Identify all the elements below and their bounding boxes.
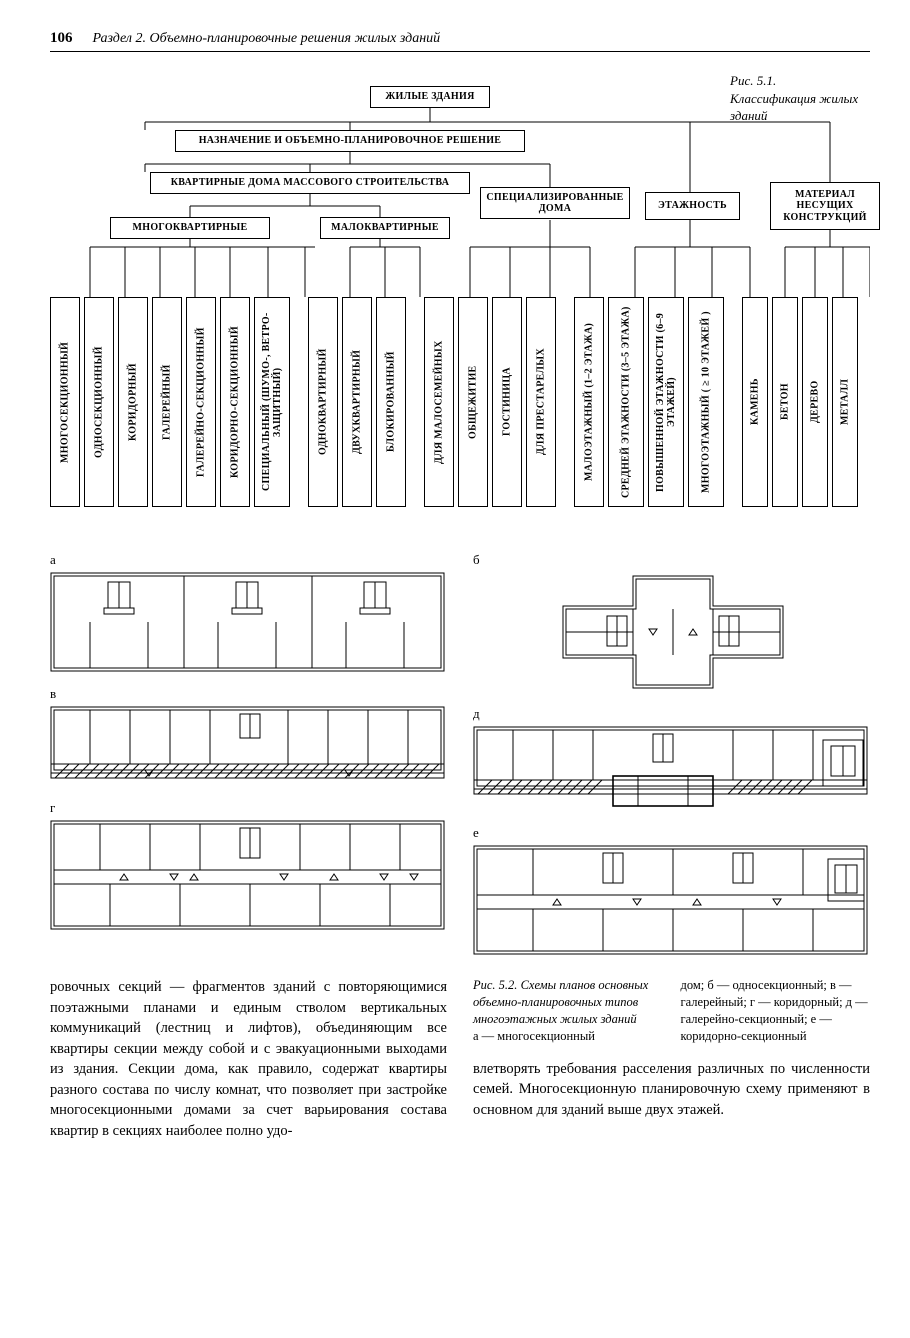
- body-p2: влетворять требования расселения различн…: [473, 1059, 870, 1121]
- tree-box-b2: КВАРТИРНЫЕ ДОМА МАССОВОГО СТРОИТЕЛЬСТВА: [150, 172, 470, 194]
- plan-d-label: д: [473, 706, 870, 722]
- tree-box-b5: СПЕЦИАЛИЗИРОВАННЫЕ ДОМА: [480, 187, 630, 219]
- body-p1: ровочных секций — фрагментов зданий с по…: [50, 977, 447, 1142]
- plan-g: г: [50, 800, 447, 930]
- tree-box-b7: МАТЕРИАЛ НЕСУЩИХ КОНСТРУКЦИЙ: [770, 182, 880, 230]
- leaf: МЕТАЛЛ: [832, 297, 858, 507]
- leaf: ДЕРЕВО: [802, 297, 828, 507]
- body-text: ровочных секций — фрагментов зданий с по…: [50, 977, 870, 1142]
- plans-right-col: б: [473, 552, 870, 955]
- fig-5-2-number: Рис. 5.2.: [473, 978, 517, 992]
- page-number: 106: [50, 30, 73, 47]
- fig-5-2-caption: Рис. 5.2. Схемы планов основных объемно-…: [473, 977, 870, 1045]
- plans-left-col: а: [50, 552, 447, 955]
- leaf: ПОВЫШЕННОЙ ЭТАЖНОСТИ (6–9 ЭТАЖЕЙ): [648, 297, 684, 507]
- leaf: ДЛЯ ПРЕСТАРЕЛЫХ: [526, 297, 556, 507]
- leaf: КОРИДОРНЫЙ: [118, 297, 148, 507]
- leaf: ГАЛЕРЕЙНО-СЕКЦИОННЫЙ: [186, 297, 216, 507]
- plan-g-svg: [50, 820, 445, 930]
- leaf: ГАЛЕРЕЙНЫЙ: [152, 297, 182, 507]
- plan-e-label: е: [473, 825, 870, 841]
- plan-e-svg: [473, 845, 868, 955]
- plan-b-svg: [473, 572, 868, 692]
- plan-b: б: [473, 552, 870, 692]
- plan-d: д: [473, 706, 870, 811]
- plan-g-label: г: [50, 800, 447, 816]
- fig-5-1-tree: Рис. 5.1. Классификация жилых зданий: [50, 72, 870, 542]
- page-header: 106 Раздел 2. Объемно-планировочные реше…: [50, 30, 870, 52]
- plan-e: е: [473, 825, 870, 955]
- leaf: МАЛОЭТАЖНЫЙ (1–2 ЭТАЖА): [574, 297, 604, 507]
- leaf: КОРИДОРНО-СЕКЦИОННЫЙ: [220, 297, 250, 507]
- leaf: ОДНОКВАРТИРНЫЙ: [308, 297, 338, 507]
- plan-b-label: б: [473, 552, 870, 568]
- plan-a: а: [50, 552, 447, 672]
- leaf: ОДНОСЕКЦИОННЫЙ: [84, 297, 114, 507]
- leaf: ДЛЯ МАЛОСЕМЕЙНЫХ: [424, 297, 454, 507]
- leaf: КАМЕНЬ: [742, 297, 768, 507]
- leaf: СПЕЦИАЛЬНЫЙ (ШУМО-, ВЕТРО-ЗАЩИТНЫЙ): [254, 297, 290, 507]
- leaf: СРЕДНЕЙ ЭТАЖНОСТИ (3–5 ЭТАЖА): [608, 297, 644, 507]
- leaf: ОБЩЕЖИТИЕ: [458, 297, 488, 507]
- tree-box-b3: МНОГОКВАРТИРНЫЕ: [110, 217, 270, 239]
- tree-box-b4: МАЛОКВАРТИРНЫЕ: [320, 217, 450, 239]
- leaf: ГОСТИНИЦА: [492, 297, 522, 507]
- plan-v-label: в: [50, 686, 447, 702]
- leaf: БЛОКИРОВАННЫЙ: [376, 297, 406, 507]
- leaf: БЕТОН: [772, 297, 798, 507]
- fig-5-2-legend-a: а — многосекционный: [473, 1029, 595, 1043]
- tree-box-b1: НАЗНАЧЕНИЕ И ОБЪЕМНО-ПЛАНИРОВОЧНОЕ РЕШЕН…: [175, 130, 525, 152]
- leaf: ДВУХКВАРТИРНЫЙ: [342, 297, 372, 507]
- plan-v: в: [50, 686, 447, 786]
- plan-d-svg: [473, 726, 868, 811]
- leaf: МНОГОСЕКЦИОННЫЙ: [50, 297, 80, 507]
- body-col-right: Рис. 5.2. Схемы планов основных объемно-…: [473, 977, 870, 1142]
- body-col-left: ровочных секций — фрагментов зданий с по…: [50, 977, 447, 1142]
- plan-a-svg: [50, 572, 445, 672]
- leaf: МНОГОЭТАЖНЫЙ ( ≥ 10 ЭТАЖЕЙ ): [688, 297, 724, 507]
- plan-a-label: а: [50, 552, 447, 568]
- tree-box-b6: ЭТАЖНОСТЬ: [645, 192, 740, 220]
- fig-5-2-legend-rest: дом; б — односекционный; в — галерейный;…: [681, 978, 868, 1043]
- tree-leaves: МНОГОСЕКЦИОННЫЙ ОДНОСЕКЦИОННЫЙ КОРИДОРНЫ…: [50, 297, 870, 542]
- plan-v-svg: [50, 706, 445, 786]
- section-label: Раздел 2. Объемно-планировочные решения …: [93, 31, 441, 47]
- tree-box-root: ЖИЛЫЕ ЗДАНИЯ: [370, 86, 490, 108]
- fig-5-2-plans: а: [50, 552, 870, 955]
